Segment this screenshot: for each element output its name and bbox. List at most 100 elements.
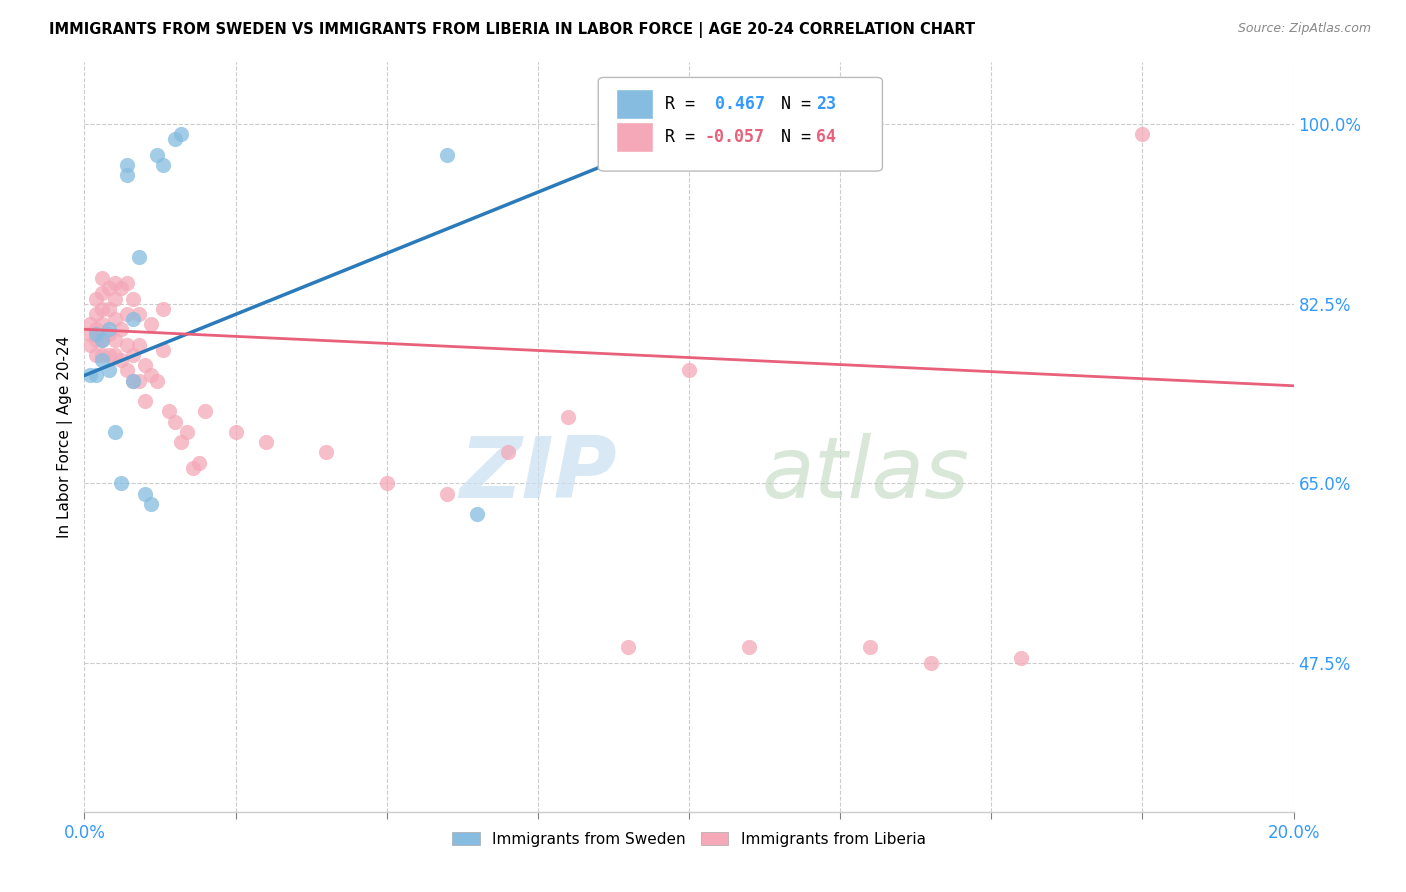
Point: [467, 507, 489, 521]
Point: [86, 327, 108, 342]
Point: [557, 409, 579, 424]
Point: [375, 476, 398, 491]
FancyBboxPatch shape: [616, 88, 652, 119]
Point: [1011, 650, 1033, 665]
Point: [678, 363, 700, 377]
Point: [128, 307, 150, 321]
Text: 64: 64: [815, 128, 837, 146]
Point: [97, 327, 120, 342]
Point: [139, 317, 162, 331]
Point: [121, 348, 143, 362]
Point: [146, 374, 169, 388]
Point: [115, 363, 138, 377]
Point: [79, 327, 101, 342]
Point: [170, 435, 193, 450]
Point: [97, 301, 120, 316]
Point: [97, 348, 120, 362]
Point: [86, 348, 108, 362]
Point: [194, 404, 217, 418]
Text: N =: N =: [762, 95, 821, 112]
Point: [859, 640, 882, 655]
Point: [152, 343, 174, 357]
Point: [146, 148, 169, 162]
Point: [315, 445, 337, 459]
Point: [79, 337, 101, 351]
Point: [121, 374, 143, 388]
Text: R =: R =: [665, 128, 704, 146]
Point: [104, 333, 127, 347]
Point: [91, 333, 114, 347]
Point: [225, 425, 247, 439]
Point: [188, 456, 211, 470]
Point: [91, 271, 114, 285]
Point: [104, 292, 127, 306]
Point: [91, 301, 114, 316]
Point: [91, 353, 114, 368]
Point: [86, 333, 108, 347]
Point: [97, 363, 120, 377]
Point: [86, 292, 108, 306]
Point: [110, 353, 132, 368]
Point: [165, 132, 187, 146]
Point: [110, 322, 132, 336]
Text: 0.467: 0.467: [704, 95, 765, 112]
Point: [91, 348, 114, 362]
Point: [617, 640, 640, 655]
Point: [134, 358, 156, 372]
Legend: Immigrants from Sweden, Immigrants from Liberia: Immigrants from Sweden, Immigrants from …: [446, 825, 932, 853]
Point: [738, 640, 761, 655]
Point: [170, 128, 193, 142]
Point: [920, 656, 942, 670]
Point: [121, 292, 143, 306]
Text: atlas: atlas: [762, 433, 970, 516]
Point: [110, 476, 132, 491]
Point: [121, 312, 143, 326]
Point: [139, 368, 162, 383]
Point: [128, 337, 150, 351]
Text: N =: N =: [762, 128, 821, 146]
Point: [139, 497, 162, 511]
Y-axis label: In Labor Force | Age 20-24: In Labor Force | Age 20-24: [58, 336, 73, 538]
Point: [152, 158, 174, 172]
Point: [436, 148, 458, 162]
Point: [496, 445, 519, 459]
Point: [157, 404, 180, 418]
Point: [115, 307, 138, 321]
Text: Source: ZipAtlas.com: Source: ZipAtlas.com: [1237, 22, 1371, 36]
Point: [115, 337, 138, 351]
Point: [152, 301, 174, 316]
FancyBboxPatch shape: [599, 78, 883, 171]
Point: [254, 435, 277, 450]
Point: [134, 394, 156, 409]
Point: [97, 322, 120, 336]
Point: [86, 307, 108, 321]
Point: [91, 333, 114, 347]
Point: [91, 317, 114, 331]
Point: [104, 312, 127, 326]
Point: [1130, 128, 1153, 142]
Point: [115, 169, 138, 183]
Point: [104, 276, 127, 290]
Point: [181, 461, 204, 475]
Point: [436, 486, 458, 500]
Text: ZIP: ZIP: [458, 433, 616, 516]
Text: IMMIGRANTS FROM SWEDEN VS IMMIGRANTS FROM LIBERIA IN LABOR FORCE | AGE 20-24 COR: IMMIGRANTS FROM SWEDEN VS IMMIGRANTS FRO…: [49, 22, 976, 38]
Point: [128, 251, 150, 265]
Point: [128, 374, 150, 388]
Point: [79, 368, 101, 383]
Point: [110, 281, 132, 295]
Point: [104, 425, 127, 439]
Point: [121, 374, 143, 388]
FancyBboxPatch shape: [616, 122, 652, 153]
Point: [115, 158, 138, 172]
Point: [91, 286, 114, 301]
Point: [134, 486, 156, 500]
Point: [86, 368, 108, 383]
Point: [79, 317, 101, 331]
Point: [104, 348, 127, 362]
Point: [86, 322, 108, 336]
Text: R =: R =: [665, 95, 704, 112]
Point: [115, 276, 138, 290]
Point: [176, 425, 198, 439]
Point: [678, 128, 700, 142]
